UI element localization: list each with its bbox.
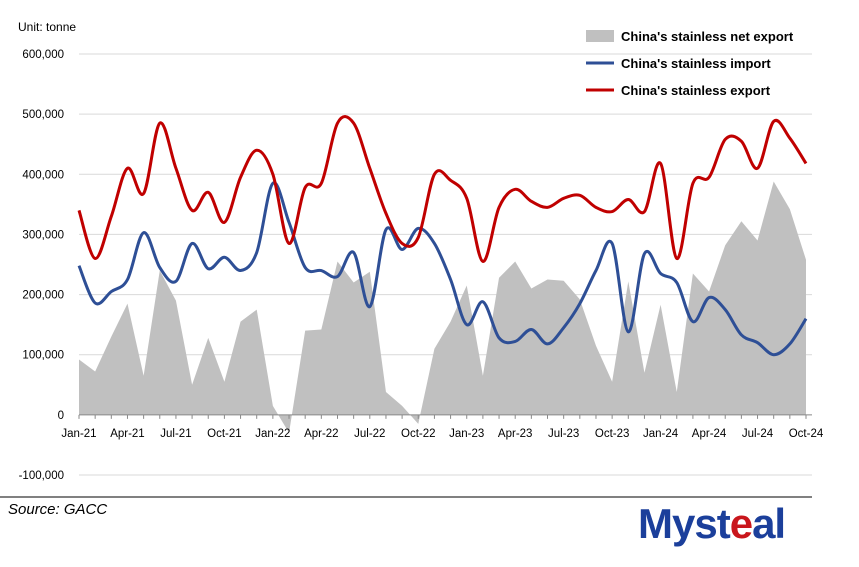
zero-axis xyxy=(78,414,812,419)
legend-label-import: China's stainless import xyxy=(621,56,771,71)
y-tick-label: 100,000 xyxy=(22,350,64,362)
y-tick-label: 600,000 xyxy=(22,49,64,61)
x-tick-label: Oct-24 xyxy=(789,428,824,440)
series-net-export-area xyxy=(79,181,806,433)
x-tick-label: Oct-23 xyxy=(595,428,630,440)
legend-swatch-net-export xyxy=(586,30,614,42)
y-tick-label: 300,000 xyxy=(22,229,64,241)
legend-label-net-export: China's stainless net export xyxy=(621,29,794,44)
y-tick-label: 500,000 xyxy=(22,109,64,121)
legend: China's stainless net export China's sta… xyxy=(586,29,794,98)
y-tick-label: 200,000 xyxy=(22,290,64,302)
net-export-area-layer xyxy=(79,181,806,433)
x-tick-label: Jan-21 xyxy=(61,428,96,440)
logo-part-3: al xyxy=(752,500,786,547)
x-tick-label: Jul-24 xyxy=(742,428,774,440)
line-layer xyxy=(77,115,808,357)
legend-label-export: China's stainless export xyxy=(621,83,771,98)
x-tick-label: Jan-24 xyxy=(643,428,679,440)
x-tick-label: Jul-23 xyxy=(548,428,579,440)
x-tick-label: Apr-21 xyxy=(110,428,145,440)
x-tick-label: Apr-22 xyxy=(304,428,339,440)
x-tick-label: Apr-24 xyxy=(692,428,727,440)
y-tick-label: 400,000 xyxy=(22,169,64,181)
x-axis-labels: Jan-21 Apr-21 Jul-21 Oct-21 Jan-22 Apr-22 Jul-… xyxy=(61,428,823,440)
series-export-line xyxy=(77,115,808,263)
logo-part-2: e xyxy=(729,500,753,547)
y-tick-label: 0 xyxy=(58,410,64,422)
x-tick-label: Apr-23 xyxy=(498,428,533,440)
y-axis-labels: -100,000 0 100,000 200,000 300,000 400,000 500… xyxy=(19,49,64,482)
y-tick-label: -100,000 xyxy=(19,470,64,482)
mysteel-logo: Mysteal xyxy=(638,500,786,548)
x-tick-label: Jul-22 xyxy=(354,428,385,440)
x-tick-label: Jul-21 xyxy=(160,428,191,440)
unit-label: Unit: tonne xyxy=(18,20,76,34)
logo-part-1: Myst xyxy=(638,500,731,547)
x-tick-label: Oct-22 xyxy=(401,428,436,440)
x-tick-label: Jan-23 xyxy=(449,428,484,440)
x-tick-label: Jan-22 xyxy=(255,428,290,440)
series-import-line xyxy=(77,181,808,357)
source-note: Source: GACC xyxy=(8,501,108,518)
x-tick-label: Oct-21 xyxy=(207,428,242,440)
